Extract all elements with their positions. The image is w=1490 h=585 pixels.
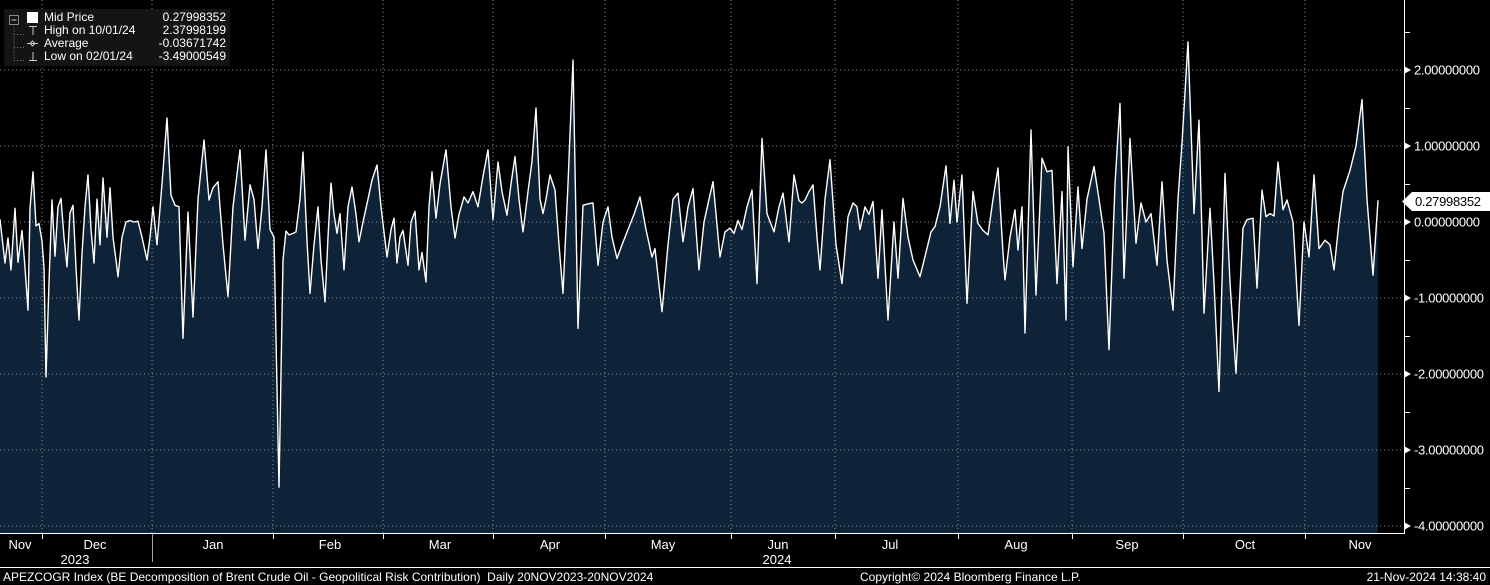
- month-tick: [958, 534, 959, 539]
- timestamp-text: 21-Nov-2024 14:38:40: [1366, 570, 1486, 584]
- month-label-may: May: [650, 537, 676, 552]
- month-tick: [1305, 534, 1306, 539]
- month-tick: [731, 534, 732, 539]
- month-tick: [605, 534, 606, 539]
- month-tick: [42, 534, 43, 539]
- y-tick-arrow: [1404, 218, 1411, 226]
- average-marker-icon: [27, 40, 38, 47]
- y-tick-label: -1.00000000: [1414, 290, 1484, 306]
- year-label-2023: 2023: [60, 552, 90, 567]
- month-tick: [383, 534, 384, 539]
- month-tick: [493, 534, 494, 539]
- legend-row-high[interactable]: High on 10/01/24 2.37998199: [26, 24, 226, 37]
- copyright-text: Copyright© 2024 Bloomberg Finance L.P.: [860, 570, 1081, 584]
- y-tick-label: -2.00000000: [1414, 366, 1484, 382]
- month-label-apr: Apr: [539, 537, 561, 552]
- y-tick-arrow: [1404, 370, 1411, 378]
- year-boundary-tick: [152, 534, 153, 562]
- month-label-jun: Jun: [767, 537, 789, 552]
- month-tick: [273, 534, 274, 539]
- month-label-nov: Nov: [1348, 537, 1372, 552]
- y-minor-tick: [1405, 336, 1410, 337]
- month-label-nov: Nov: [8, 537, 32, 552]
- right-axis-line: [1404, 0, 1405, 534]
- y-tick-label: 0.00000000: [1414, 214, 1480, 230]
- y-minor-tick: [1405, 108, 1410, 109]
- y-tick-label: -3.00000000: [1414, 442, 1484, 458]
- legend-label: Low on 02/01/24: [44, 49, 133, 63]
- footer-bar: APEZCOGR Index (BE Decomposition of Bren…: [0, 568, 1490, 585]
- y-tick-label: 2.00000000: [1414, 62, 1480, 78]
- month-label-oct: Oct: [1234, 537, 1256, 552]
- legend-tree-lines: [9, 15, 25, 61]
- legend-label: Average: [44, 36, 89, 50]
- low-marker-icon: [29, 52, 37, 61]
- y-minor-tick: [1405, 184, 1410, 185]
- year-label-2024: 2024: [762, 552, 792, 567]
- legend-value: -0.03671742: [158, 36, 226, 50]
- month-label-jul: Jul: [881, 537, 899, 552]
- month-tick: [1072, 534, 1073, 539]
- bottom-axis-line: [0, 533, 1405, 534]
- legend-row-average[interactable]: Average -0.03671742: [26, 37, 226, 50]
- legend-value: -3.49000549: [158, 49, 226, 63]
- y-minor-tick: [1405, 260, 1410, 261]
- legend-label: High on 10/01/24: [44, 23, 136, 37]
- month-label-feb: Feb: [318, 537, 342, 552]
- price-line: [0, 41, 1379, 488]
- y-tick-arrow: [1404, 66, 1411, 74]
- month-tick: [835, 534, 836, 539]
- y-minor-tick: [1405, 412, 1410, 413]
- high-marker-icon: [29, 26, 37, 35]
- footer-separator: [0, 567, 1490, 568]
- legend-value: 2.37998199: [162, 23, 226, 37]
- month-label-sep: Sep: [1115, 537, 1139, 552]
- last-price-tag: 0.27998352: [1402, 192, 1490, 211]
- legend-value: 0.27998352: [162, 10, 226, 24]
- price-area-chart[interactable]: [0, 0, 1404, 533]
- y-tick-arrow: [1404, 294, 1411, 302]
- month-label-jan: Jan: [202, 537, 224, 552]
- series-swatch-icon: [27, 12, 38, 23]
- legend-row-mid-price[interactable]: Mid Price 0.27998352: [26, 11, 226, 24]
- month-label-mar: Mar: [428, 537, 452, 552]
- y-tick-arrow: [1404, 142, 1411, 150]
- y-tick-arrow: [1404, 522, 1411, 530]
- y-minor-tick: [1405, 488, 1410, 489]
- legend-row-low[interactable]: Low on 02/01/24 -3.49000549: [26, 50, 226, 63]
- month-label-aug: Aug: [1004, 537, 1028, 552]
- y-tick-label: -4.00000000: [1414, 518, 1484, 534]
- area-fill: [0, 41, 1378, 533]
- y-tick-label: 1.00000000: [1414, 138, 1480, 154]
- month-label-dec: Dec: [83, 537, 107, 552]
- legend-label: Mid Price: [44, 10, 95, 24]
- chart-title-text: APEZCOGR Index (BE Decomposition of Bren…: [3, 570, 654, 584]
- y-minor-tick: [1405, 32, 1410, 33]
- chart-plot-area[interactable]: [0, 0, 1404, 533]
- y-tick-arrow: [1404, 446, 1411, 454]
- legend-panel: Mid Price 0.27998352 High on 10/01/24 2.…: [4, 9, 230, 66]
- month-tick: [1183, 534, 1184, 539]
